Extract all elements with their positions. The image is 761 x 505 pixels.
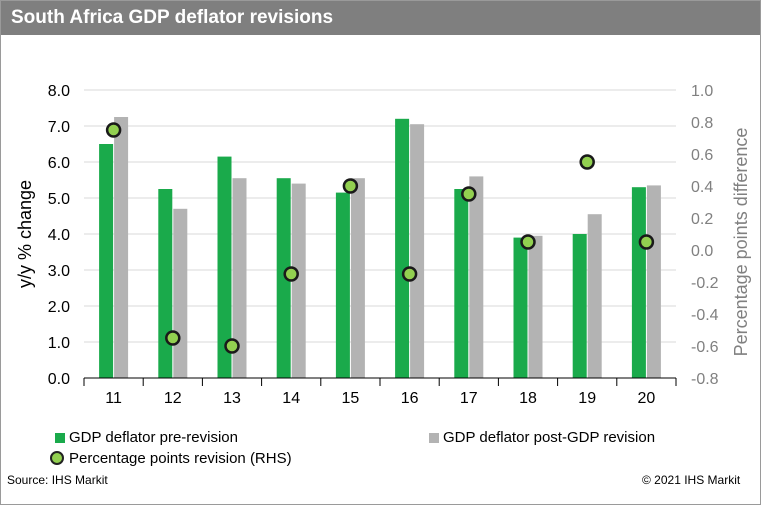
chart-title: South Africa GDP deflator revisions: [11, 7, 334, 28]
bar-pre-revision: [454, 189, 469, 378]
revision-point: [579, 154, 595, 170]
bar-pre-revision: [99, 144, 114, 378]
revision-point: [342, 178, 359, 194]
bar-post-revision: [646, 185, 661, 378]
bar-pre-revision: [335, 192, 350, 378]
y2-tick-label: 0.0: [691, 243, 713, 260]
copyright-note: © 2021 IHS Markit: [642, 473, 741, 487]
legend-label-pre-revision: GDP deflator pre-revision: [69, 429, 238, 446]
revision-point: [283, 266, 299, 282]
x-tick-label: 15: [342, 390, 360, 407]
y-tick-label: 5.0: [48, 191, 70, 208]
x-tick-label: 11: [105, 390, 122, 407]
y2-tick-label: 0.2: [691, 211, 713, 228]
revision-point: [401, 266, 418, 282]
source-note: Source: IHS Markit: [7, 473, 108, 487]
x-tick-label: 12: [164, 390, 182, 407]
bar-pre-revision: [217, 156, 232, 378]
y2-tick-label: -0.2: [691, 275, 719, 292]
bar-post-revision: [173, 208, 188, 378]
y2-tick-label: -0.6: [691, 339, 719, 356]
revision-point: [638, 234, 655, 250]
y2-tick-label: -0.4: [691, 307, 719, 324]
y-tick-label: 8.0: [48, 83, 70, 100]
bar-post-revision: [114, 117, 129, 378]
x-tick-label: 17: [460, 390, 478, 407]
revision-point: [520, 234, 536, 250]
x-tick-label: 14: [282, 390, 300, 407]
bar-pre-revision: [276, 178, 291, 378]
bar-post-revision: [528, 235, 543, 378]
x-tick-label: 18: [519, 390, 537, 407]
y2-tick-label: 1.0: [691, 83, 713, 100]
x-tick-label: 16: [401, 390, 419, 407]
bar-pre-revision: [395, 118, 410, 379]
title-bar: South Africa GDP deflator revisions: [1, 1, 760, 35]
bar-post-revision: [587, 214, 602, 378]
y-axis-title: y/y % change: [15, 180, 35, 288]
y-tick-label: 6.0: [48, 155, 70, 172]
y-tick-label: 7.0: [48, 119, 70, 136]
y2-tick-label: 0.8: [691, 115, 713, 132]
legend-label-post-revision: GDP deflator post-GDP revision: [443, 429, 656, 446]
bar-pre-revision: [572, 234, 587, 378]
x-tick-label: 19: [578, 390, 596, 407]
revision-point: [224, 338, 240, 354]
bar-post-revision: [232, 178, 247, 378]
y-tick-label: 1.0: [48, 335, 70, 352]
y2-axis-title: Percentage points difference: [731, 128, 751, 357]
y2-tick-label: -0.8: [691, 371, 719, 388]
y-tick-label: 2.0: [48, 299, 70, 316]
x-tick-label: 13: [223, 390, 241, 407]
revision-point: [165, 330, 181, 346]
y-tick-label: 0.0: [48, 371, 70, 388]
legend-marker-revision: [50, 451, 64, 465]
revision-point: [105, 122, 122, 138]
bar-post-revision: [350, 178, 365, 378]
y2-tick-label: 0.6: [691, 147, 713, 164]
bar-pre-revision: [158, 189, 173, 378]
bar-pre-revision: [631, 187, 646, 378]
bar-post-revision: [291, 183, 306, 378]
y-tick-label: 4.0: [48, 227, 70, 244]
y2-tick-label: 0.4: [691, 179, 713, 196]
y-tick-label: 3.0: [48, 263, 70, 280]
bar-pre-revision: [513, 237, 528, 378]
revision-point: [461, 186, 477, 202]
legend-swatch-pre-revision: [55, 433, 65, 443]
x-tick-label: 20: [638, 390, 656, 407]
bar-post-revision: [469, 176, 484, 378]
legend-label-revision: Percentage points revision (RHS): [69, 450, 292, 467]
legend-swatch-post-revision: [429, 433, 439, 443]
bar-post-revision: [410, 124, 425, 378]
